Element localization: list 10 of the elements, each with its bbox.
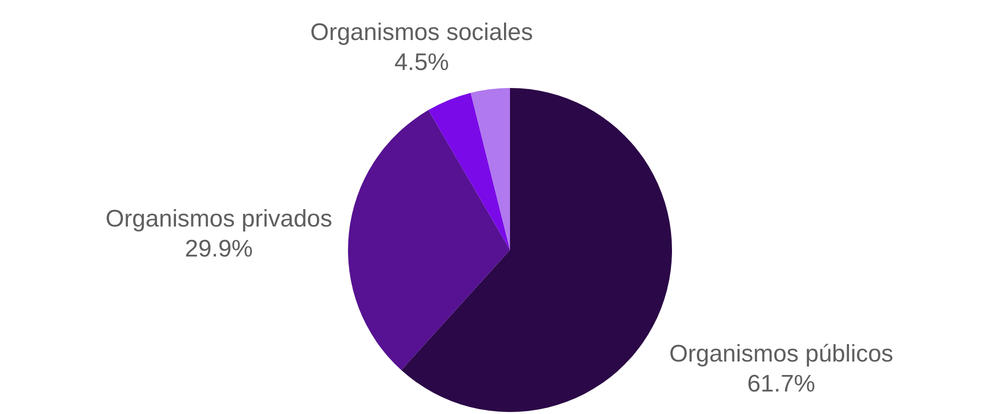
data-label: 29.9% xyxy=(184,236,253,263)
slice-label: Organismos sociales xyxy=(310,18,534,46)
data-label: 4.5% xyxy=(394,48,450,76)
pie-slice xyxy=(348,110,510,370)
slice-label: Organismos públicos xyxy=(669,340,894,368)
pie-slice xyxy=(428,92,510,250)
pie-slice xyxy=(470,88,510,250)
data-label: 61.7% xyxy=(747,370,816,398)
pie-slice xyxy=(401,88,672,412)
slice-label: Organismos privados xyxy=(105,206,332,233)
